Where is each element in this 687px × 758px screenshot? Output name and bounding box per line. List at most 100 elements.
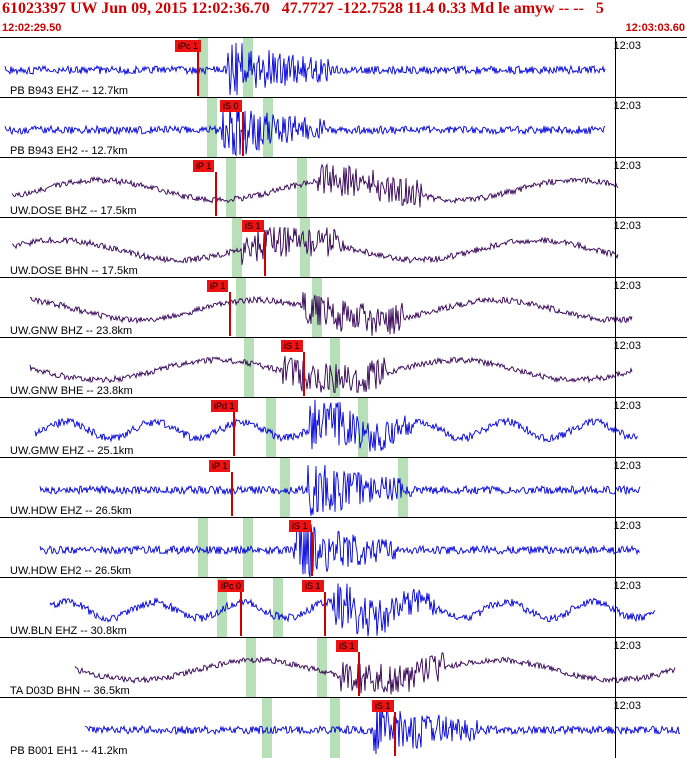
pick-window-band (226, 158, 236, 218)
panel-time-label: 12:03 (613, 160, 641, 172)
seismogram-panel[interactable]: iP 1 12:03 UW.GNW BHZ -- 23.8km (0, 277, 687, 338)
seismogram-panel[interactable]: iP 1 12:03 UW.HDW EHZ -- 26.5km (0, 457, 687, 518)
phase-pick-label[interactable]: iPc 1 (175, 40, 202, 52)
panel-time-label: 12:03 (613, 40, 641, 52)
channel-label: UW.DOSE BHZ -- 17.5km (10, 205, 137, 217)
waveform-trace (29, 355, 633, 393)
pick-window-band (266, 398, 276, 458)
seismogram-panel[interactable]: iPd 1 12:03 UW.GMW EHZ -- 25.1km (0, 397, 687, 458)
time-marker-line (615, 98, 616, 158)
pick-window-band (236, 278, 246, 338)
waveform-trace (4, 103, 606, 157)
phase-pick-line (358, 652, 360, 696)
waveform-line (39, 464, 641, 516)
waveform-line (29, 355, 633, 393)
phase-pick-label[interactable]: iS 1 (302, 580, 324, 592)
time-marker-line (615, 38, 616, 98)
phase-pick-line (197, 52, 199, 96)
time-marker-line (615, 458, 616, 518)
phase-pick-line (231, 472, 233, 516)
waveform-trace (74, 652, 676, 695)
pick-window-band (246, 638, 256, 698)
pick-window-band (207, 98, 217, 158)
panel-time-label: 12:03 (613, 340, 641, 352)
phase-pick-line (242, 112, 244, 156)
waveform-trace (4, 42, 606, 96)
seismogram-panel[interactable]: iS 1 12:03 UW.DOSE BHN -- 17.5km (0, 217, 687, 278)
channel-label: UW.HDW EHZ -- 26.5km (10, 505, 132, 517)
waveform-line (30, 292, 633, 336)
waveform-line (74, 652, 676, 695)
time-marker-line (615, 338, 616, 398)
channel-label: UW.GMW EHZ -- 25.1km (10, 445, 134, 457)
waveform-line (49, 583, 656, 637)
waveform-line (34, 399, 638, 452)
phase-pick-line (311, 532, 313, 576)
phase-pick-label[interactable]: iS 1 (242, 220, 264, 232)
panel-time-label: 12:03 (613, 460, 641, 472)
time-marker-line (615, 218, 616, 278)
seismogram-panel[interactable]: iS 1 12:03 PB B001 EH1 -- 41.2km (0, 697, 687, 758)
seismogram-panel[interactable]: iS 1 12:03 UW.GNW BHE -- 23.8km (0, 337, 687, 398)
phase-pick-label[interactable]: iS 1 (336, 640, 358, 652)
channel-label: PB B943 EHZ -- 12.7km (10, 85, 128, 97)
phase-pick-label[interactable]: iS 1 (281, 340, 303, 352)
phase-pick-line (303, 352, 305, 396)
pick-window-band (280, 458, 290, 518)
time-marker-line (615, 638, 616, 698)
waveform-trace (11, 163, 619, 208)
waveform-trace (39, 520, 640, 578)
channel-label: TA D03D BHN -- 36.5km (10, 685, 130, 697)
panel-time-label: 12:03 (613, 280, 641, 292)
pick-window-band (330, 698, 340, 758)
waveform-trace (49, 583, 656, 637)
waveform-trace (34, 399, 638, 452)
time-marker-line (615, 578, 616, 638)
panel-time-label: 12:03 (613, 100, 641, 112)
phase-pick-label[interactable]: iS 1 (289, 520, 311, 532)
phase-pick-label[interactable]: iS 0 (220, 100, 242, 112)
time-marker-line (615, 698, 616, 758)
waveform-trace (30, 292, 633, 336)
panel-time-label: 12:03 (613, 220, 641, 232)
channel-label: UW.GNW BHE -- 23.8km (10, 385, 133, 397)
channel-label: PB B001 EH1 -- 41.2km (10, 745, 128, 757)
channel-label: UW.GNW BHZ -- 23.8km (10, 325, 133, 337)
waveform-line (39, 520, 640, 578)
panel-time-label: 12:03 (613, 580, 641, 592)
phase-pick-label[interactable]: iP 1 (207, 280, 229, 292)
seismogram-panel[interactable]: iS 0 12:03 PB B943 EH2 -- 12.7km (0, 97, 687, 158)
seismogram-panel[interactable]: iPc 1 12:03 PB B943 EHZ -- 12.7km (0, 37, 687, 98)
waveform-line (4, 103, 606, 157)
waveform-trace (39, 464, 641, 516)
phase-pick-line (394, 712, 396, 756)
phase-pick-line (324, 592, 326, 636)
phase-pick-line (215, 172, 217, 216)
phase-pick-label[interactable]: iPd 1 (211, 400, 238, 412)
channel-label: PB B943 EH2 -- 12.7km (10, 145, 128, 157)
channel-label: UW.DOSE BHN -- 17.5km (10, 265, 138, 277)
seismogram-panel[interactable]: iS 1 12:03 TA D03D BHN -- 36.5km (0, 637, 687, 698)
phase-pick-label[interactable]: iP 1 (193, 160, 215, 172)
pick-window-band (244, 338, 254, 398)
seismogram-panel[interactable]: iS 1 12:03 UW.HDW EH2 -- 26.5km (0, 517, 687, 578)
seismogram-panel[interactable]: iP 1 12:03 UW.DOSE BHZ -- 17.5km (0, 157, 687, 218)
panel-time-label: 12:03 (613, 520, 641, 532)
waveform-line (11, 163, 619, 208)
time-marker-line (615, 158, 616, 218)
seismogram-panel[interactable]: iPc 0 iS 1 12:03 UW.BLN EHZ -- 30.8km (0, 577, 687, 638)
channel-label: UW.HDW EH2 -- 26.5km (10, 565, 132, 577)
waveform-line (4, 42, 606, 96)
phase-pick-label[interactable]: iPc 0 (218, 580, 245, 592)
phase-pick-label[interactable]: iS 1 (372, 700, 394, 712)
pick-window-band (198, 518, 208, 578)
phase-pick-label[interactable]: iP 1 (209, 460, 231, 472)
time-marker-line (615, 278, 616, 338)
time-marker-line (615, 518, 616, 578)
panel-time-label: 12:03 (613, 400, 641, 412)
header: 61023397 UW Jun 09, 2015 12:02:36.70 47.… (0, 0, 687, 36)
event-title: 61023397 UW Jun 09, 2015 12:02:36.70 47.… (2, 0, 604, 17)
panel-time-label: 12:03 (613, 640, 641, 652)
pick-window-band (317, 638, 327, 698)
pick-window-band (330, 338, 340, 398)
